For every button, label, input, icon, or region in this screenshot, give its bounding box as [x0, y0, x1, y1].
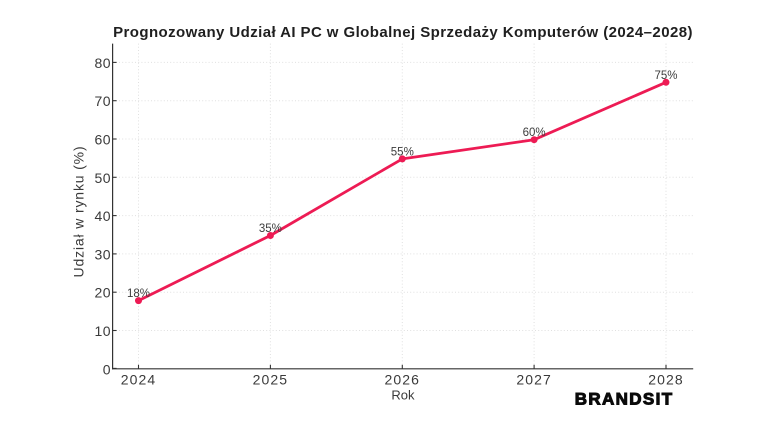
- svg-text:60: 60: [95, 132, 112, 148]
- svg-text:Rok: Rok: [391, 388, 415, 403]
- svg-text:2028: 2028: [648, 371, 684, 387]
- svg-text:10: 10: [95, 323, 112, 339]
- svg-text:2025: 2025: [253, 371, 289, 387]
- svg-text:20: 20: [95, 285, 112, 301]
- svg-text:18%: 18%: [127, 288, 150, 300]
- svg-text:2026: 2026: [385, 371, 421, 387]
- svg-text:70: 70: [95, 93, 112, 109]
- svg-text:Udział w rynku (%): Udział w rynku (%): [70, 146, 86, 278]
- svg-text:2027: 2027: [516, 371, 552, 387]
- svg-text:35%: 35%: [259, 223, 282, 235]
- svg-text:30: 30: [95, 246, 112, 262]
- svg-text:BRANDSIT: BRANDSIT: [575, 390, 674, 409]
- svg-text:0: 0: [103, 361, 111, 377]
- svg-text:75%: 75%: [654, 70, 677, 82]
- svg-text:2024: 2024: [121, 371, 157, 387]
- svg-text:55%: 55%: [391, 146, 414, 158]
- svg-text:50: 50: [95, 170, 112, 186]
- svg-text:40: 40: [95, 208, 112, 224]
- svg-text:60%: 60%: [523, 127, 546, 139]
- svg-text:80: 80: [95, 55, 112, 71]
- svg-text:Prognozowany Udział AI PC w Gl: Prognozowany Udział AI PC w Globalnej Sp…: [113, 24, 693, 41]
